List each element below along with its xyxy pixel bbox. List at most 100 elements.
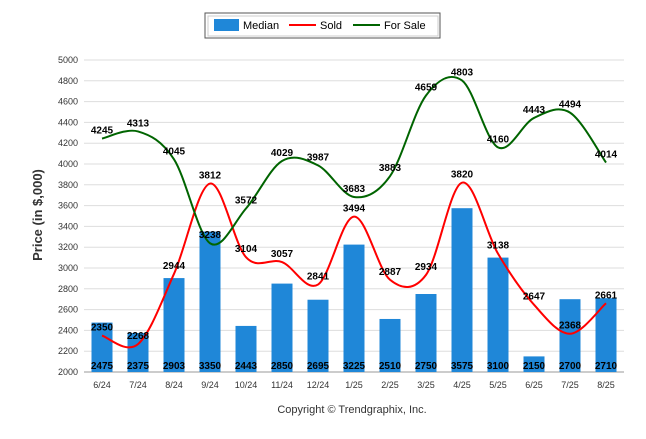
data-label-sold: 2934: [415, 262, 438, 273]
y-tick-label: 2600: [58, 305, 78, 315]
x-tick-label: 7/24: [129, 380, 147, 390]
data-label-for-sale: 4045: [163, 146, 186, 157]
x-tick-label: 8/25: [597, 380, 615, 390]
y-tick-label: 2200: [58, 346, 78, 356]
legend-inner-border: [207, 15, 439, 37]
bar-median: [451, 208, 473, 372]
data-label-median: 2710: [595, 361, 618, 372]
data-label-sold: 3138: [487, 241, 510, 252]
bar-median: [199, 231, 221, 372]
bar-median: [343, 244, 365, 372]
bar-series-median: [91, 208, 617, 372]
y-tick-label: 3000: [58, 263, 78, 273]
bar-median: [595, 298, 617, 372]
x-tick-label: 2/25: [381, 380, 399, 390]
data-label-for-sale: 3683: [343, 184, 366, 195]
data-label-sold: 3820: [451, 170, 474, 181]
bar-median: [379, 318, 401, 372]
legend-label-for-sale: For Sale: [384, 20, 426, 32]
bar-median: [163, 278, 185, 372]
data-label-sold: 2944: [163, 261, 186, 272]
bar-median: [235, 325, 257, 372]
y-tick-label: 5000: [58, 55, 78, 65]
data-label-sold: 2661: [595, 290, 618, 301]
x-tick-label: 1/25: [345, 380, 363, 390]
bar-median: [559, 299, 581, 372]
bar-median: [91, 322, 113, 372]
y-tick-label: 4000: [58, 159, 78, 169]
data-label-for-sale: 4659: [415, 82, 438, 93]
bar-median: [487, 257, 509, 372]
data-label-sold: 2350: [91, 323, 114, 334]
data-labels: 2475 2375 2903 3350 2443 2850 2695 3225 2510 2750…: [91, 67, 618, 372]
data-label-sold: 3812: [199, 171, 222, 182]
data-label-median: 2475: [91, 361, 114, 372]
legend: Median Sold For Sale: [204, 12, 441, 39]
data-label-median: 3225: [343, 361, 366, 372]
data-label-median: 3100: [487, 361, 510, 372]
data-label-median: 3350: [199, 361, 222, 372]
x-tick-label: 8/24: [165, 380, 183, 390]
legend-box: [204, 12, 441, 39]
y-axis-label: Price (in $,000): [30, 169, 45, 261]
y-tick-label: 3200: [58, 242, 78, 252]
copyright-credit: Copyright © Trendgraphix, Inc.: [277, 404, 426, 416]
data-label-for-sale: 4494: [559, 100, 582, 111]
bar-median: [523, 356, 545, 372]
bar-median: [307, 299, 329, 372]
legend-swatch-median: [214, 19, 239, 31]
data-label-for-sale: 3883: [379, 163, 402, 174]
x-tick-label: 5/25: [489, 380, 507, 390]
y-tick-label: 4200: [58, 138, 78, 148]
data-label-sold: 2841: [307, 272, 330, 283]
data-label-median: 2750: [415, 361, 438, 372]
y-tick-label: 3600: [58, 201, 78, 211]
data-label-sold: 2647: [523, 292, 546, 303]
data-label-for-sale: 4014: [595, 150, 618, 161]
data-label-sold: 3494: [343, 204, 366, 215]
legend-label-sold: Sold: [320, 20, 342, 32]
line-sold: [101, 181, 607, 349]
y-axis-ticks: 2000 2200 2400 2600 2800 3000 3200 3400 3600 3800…: [58, 55, 78, 377]
data-label-for-sale: 3238: [199, 230, 222, 241]
y-tick-label: 2800: [58, 284, 78, 294]
x-tick-label: 3/25: [417, 380, 435, 390]
data-label-for-sale: 4245: [91, 126, 114, 137]
x-tick-label: 6/24: [93, 380, 111, 390]
data-label-median: 2375: [127, 361, 150, 372]
x-tick-label: 7/25: [561, 380, 579, 390]
data-label-median: 2695: [307, 361, 330, 372]
y-tick-label: 3800: [58, 180, 78, 190]
bar-median: [415, 294, 437, 372]
y-tick-label: 4400: [58, 117, 78, 127]
data-label-median: 2700: [559, 361, 582, 372]
bar-median: [271, 283, 293, 372]
data-label-sold: 2368: [559, 321, 582, 332]
data-label-for-sale: 4443: [523, 105, 546, 116]
line-series: [101, 75, 607, 349]
data-label-median: 2903: [163, 361, 186, 372]
bar-median: [127, 333, 149, 372]
y-tick-label: 4600: [58, 97, 78, 107]
y-tick-label: 4800: [58, 76, 78, 86]
y-tick-label: 3400: [58, 221, 78, 231]
data-label-for-sale: 4029: [271, 148, 294, 159]
data-label-sold: 2268: [127, 331, 150, 342]
data-label-sold: 2887: [379, 267, 402, 278]
data-label-median: 2150: [523, 361, 546, 372]
data-label-for-sale: 4313: [127, 118, 150, 129]
data-label-median: 2510: [379, 361, 402, 372]
data-label-median: 3575: [451, 361, 474, 372]
data-label-for-sale: 4160: [487, 134, 510, 145]
data-label-sold: 3057: [271, 249, 294, 260]
y-tick-label: 2400: [58, 325, 78, 335]
data-label-for-sale: 3987: [307, 152, 330, 163]
data-label-median: 2443: [235, 361, 258, 372]
x-tick-label: 10/24: [235, 380, 258, 390]
x-tick-label: 6/25: [525, 380, 543, 390]
x-axis-ticks: 6/24 7/24 8/24 9/24 10/24 11/24 12/24 1/25 2/25 3…: [93, 380, 615, 390]
y-tick-label: 2000: [58, 367, 78, 377]
legend-label-median: Median: [243, 20, 279, 32]
